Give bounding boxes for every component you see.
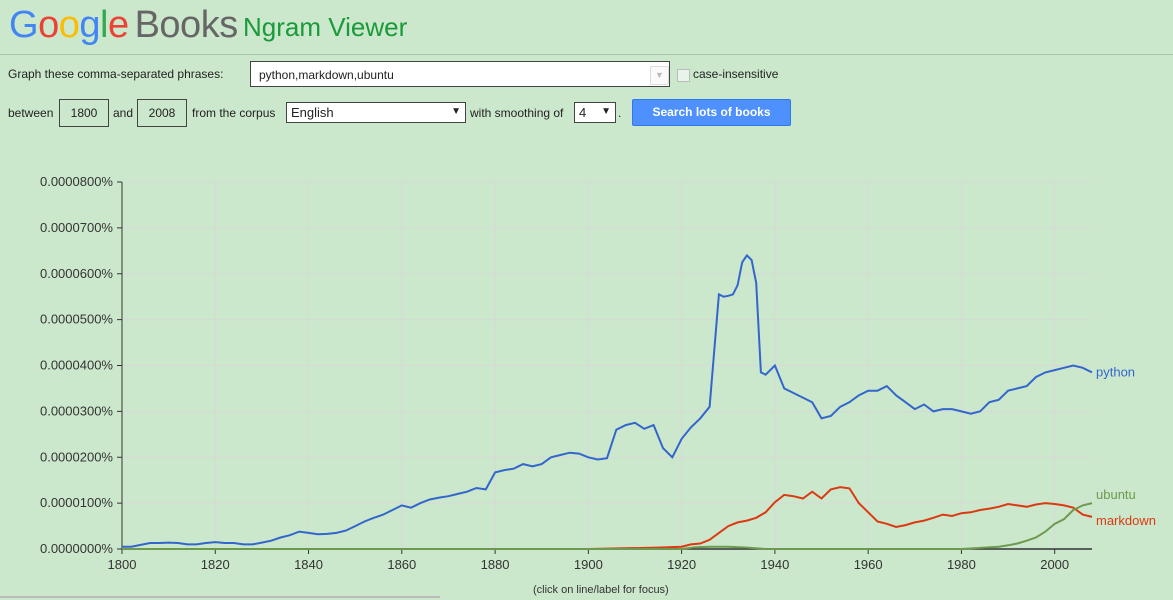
logo-letter: G: [9, 4, 39, 46]
phrases-input[interactable]: python,markdown,ubuntu: [250, 61, 670, 87]
logo-letter: g: [79, 4, 100, 46]
phrases-dropdown-icon[interactable]: ▼: [650, 66, 669, 85]
series-line-python[interactable]: [122, 253, 1093, 548]
series-label-ubuntu[interactable]: ubuntu: [1096, 487, 1136, 502]
logo-letter: e: [107, 4, 129, 46]
x-tick-label: 1860: [387, 557, 416, 572]
y-tick-label: 0.0000300%: [40, 403, 113, 418]
between-label: between: [8, 106, 54, 120]
scrollbar[interactable]: [0, 596, 440, 598]
x-tick-label: 1940: [760, 557, 789, 572]
series-line-markdown[interactable]: [122, 486, 1093, 550]
y-tick-label: 0.0000000%: [40, 541, 113, 556]
period-text: .: [618, 106, 622, 120]
x-tick-label: 2000: [1040, 557, 1069, 572]
x-tick-label: 1920: [667, 557, 696, 572]
x-tick-label: 1820: [201, 557, 230, 572]
and-label: and: [113, 106, 134, 120]
smoothing-label: with smoothing of: [470, 106, 564, 120]
series-line-ubuntu[interactable]: [122, 502, 1093, 550]
end-year-input[interactable]: 2008: [137, 99, 187, 127]
logo-letter: l: [99, 4, 108, 46]
x-tick-label: 1900: [574, 557, 603, 572]
corpus-value: English: [291, 105, 334, 120]
ngram-chart: 0.0000000% 0.0000100% 0.0000200% 0.0000300%…: [40, 174, 1156, 572]
y-tick-label: 0.0000200%: [40, 449, 113, 464]
series-label-python[interactable]: python: [1096, 364, 1135, 379]
logo-letter: o: [58, 4, 80, 46]
smoothing-value: 4: [579, 105, 587, 120]
page-title: Ngram Viewer: [243, 12, 408, 42]
logo-letter: o: [38, 4, 59, 46]
x-tick-label: 1880: [481, 557, 510, 572]
x-tick-label: 1800: [108, 557, 137, 572]
chart-footnote: (click on line/label for focus): [533, 584, 669, 596]
y-tick-label: 0.0000800%: [40, 174, 113, 189]
phrases-label: Graph these comma-separated phrases:: [8, 67, 224, 81]
search-button[interactable]: Search lots of books: [632, 99, 791, 126]
y-tick-label: 0.0000500%: [40, 312, 113, 327]
y-tick-label: 0.0000600%: [40, 266, 113, 281]
smoothing-select[interactable]: 4 ▼: [574, 102, 616, 123]
logo-books: Books: [134, 4, 239, 46]
start-year-input[interactable]: 1800: [59, 99, 109, 127]
header: Google Books Ngram Viewer: [0, 0, 1173, 55]
corpus-label: from the corpus: [192, 106, 276, 120]
case-insensitive-label: case-insensitive: [693, 67, 779, 81]
y-tick-label: 0.0000100%: [40, 495, 113, 510]
x-tick-label: 1960: [854, 557, 883, 572]
dropdown-arrow-icon: ▼: [451, 106, 461, 117]
y-tick-label: 0.0000400%: [40, 358, 113, 373]
series-label-markdown[interactable]: markdown: [1096, 513, 1156, 528]
google-books-logo[interactable]: Google Books: [9, 4, 238, 47]
x-tick-label: 1980: [947, 557, 976, 572]
corpus-select[interactable]: English ▼: [286, 102, 466, 123]
case-insensitive-checkbox[interactable]: [677, 69, 690, 82]
x-tick-label: 1840: [294, 557, 323, 572]
y-tick-label: 0.0000700%: [40, 220, 113, 235]
dropdown-arrow-icon: ▼: [601, 106, 611, 117]
